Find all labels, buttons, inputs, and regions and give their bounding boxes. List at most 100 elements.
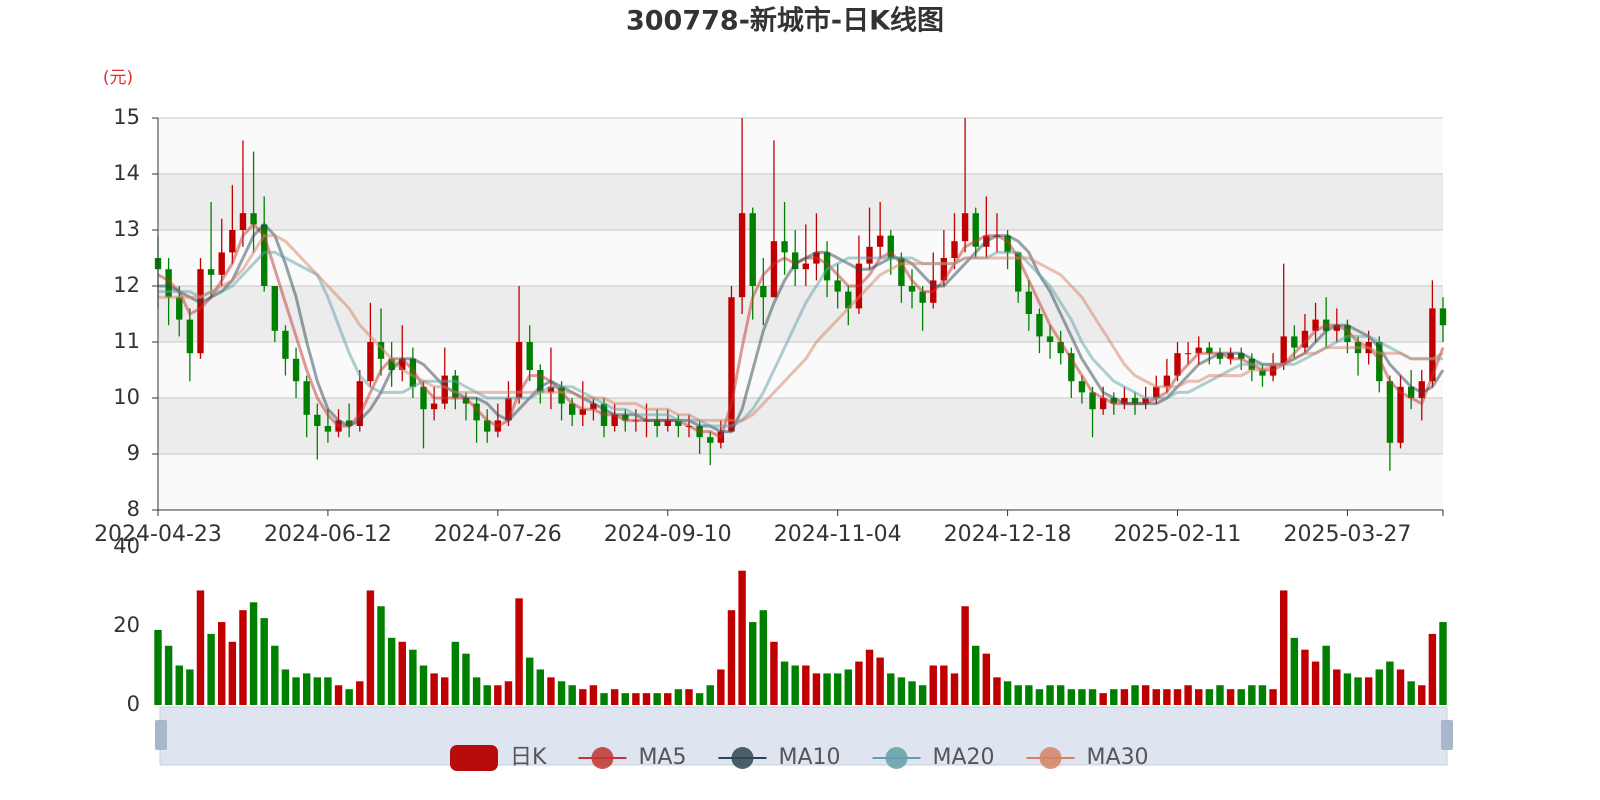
volume-bar xyxy=(780,661,789,705)
data-zoom[interactable] xyxy=(155,706,1453,766)
candle-body xyxy=(675,420,682,426)
volume-bar xyxy=(993,677,1001,705)
volume-bar xyxy=(918,685,927,705)
candle-body xyxy=(526,342,533,370)
legend-icon xyxy=(1039,747,1062,769)
volume-bar xyxy=(727,610,736,705)
candle-body xyxy=(218,252,225,275)
candle-body xyxy=(908,286,916,292)
zoom-window xyxy=(159,706,1448,766)
volume-bar xyxy=(1173,689,1182,705)
candle-body xyxy=(579,409,586,415)
volume-bar xyxy=(1014,685,1022,705)
candle-body xyxy=(452,375,459,398)
volume-bar xyxy=(1226,689,1235,705)
zoom-handle-left[interactable] xyxy=(155,720,167,750)
volume-bar xyxy=(770,641,778,705)
volume-bar xyxy=(1237,689,1245,705)
volume-bar xyxy=(1205,689,1214,705)
candle-body xyxy=(356,381,363,426)
candle-body xyxy=(292,358,300,382)
ma-line xyxy=(158,234,1444,422)
candle-body xyxy=(1078,381,1086,393)
volume-bar xyxy=(462,653,470,705)
volume-bar xyxy=(876,657,884,705)
candle-body xyxy=(1110,398,1117,404)
candle-body xyxy=(484,420,491,432)
volume-bar xyxy=(600,693,608,705)
candle-body xyxy=(537,370,544,393)
volume-bar xyxy=(1248,685,1256,705)
volume-bar xyxy=(1301,649,1309,705)
volume-tick-label: 20 xyxy=(113,613,140,637)
legend-label: MA20 xyxy=(933,745,995,770)
y-tick-label: 11 xyxy=(113,329,140,353)
candle-body xyxy=(1068,353,1075,382)
y-tick-label: 9 xyxy=(127,441,140,465)
volume-bar xyxy=(334,685,343,705)
split-areas xyxy=(158,118,1443,510)
volume-bar xyxy=(419,665,428,705)
volume-bar xyxy=(695,693,704,705)
volume-bar xyxy=(1067,689,1076,705)
candle-body xyxy=(1397,386,1404,443)
candle-body xyxy=(919,291,926,303)
candle-body xyxy=(462,398,470,404)
volume-bar xyxy=(887,673,895,705)
volume-bar xyxy=(1099,693,1107,705)
volume-bar xyxy=(451,641,460,705)
candle-body xyxy=(1301,330,1309,348)
split-area xyxy=(158,454,1443,510)
volume-bar xyxy=(228,641,237,705)
y-tick-label: 8 xyxy=(127,497,140,521)
candle-body xyxy=(324,426,332,432)
volume-bar xyxy=(1322,645,1330,705)
legend-label: MA5 xyxy=(638,745,686,770)
volume-bar xyxy=(865,649,874,705)
legend-icon xyxy=(885,747,908,769)
x-tick-label: 2025-03-27 xyxy=(1283,522,1411,547)
candle-body xyxy=(207,269,215,275)
candle-body xyxy=(823,252,831,281)
candle-body xyxy=(176,297,183,320)
y-tick-label: 14 xyxy=(113,161,140,185)
ma-line xyxy=(158,250,1443,428)
volume-bar xyxy=(1110,689,1118,705)
volume-bar xyxy=(706,685,714,705)
legend-icon xyxy=(731,747,754,769)
volume-bar xyxy=(483,685,491,705)
volume-bar xyxy=(196,590,205,705)
volume-bar xyxy=(738,570,746,705)
volume-bar xyxy=(1428,633,1437,705)
candle-body xyxy=(1291,336,1298,348)
legend-label: MA10 xyxy=(778,745,840,770)
candle-body xyxy=(314,414,321,426)
volume-bar xyxy=(547,677,555,705)
volume-bar xyxy=(823,673,831,705)
candle-body xyxy=(250,213,257,225)
candle-body xyxy=(558,386,565,404)
candle-body xyxy=(1344,325,1351,342)
volume-bar xyxy=(271,645,279,705)
candle-body xyxy=(802,263,809,270)
candle-body xyxy=(547,386,555,393)
volume-bar xyxy=(218,622,226,705)
x-tick-label: 2024-06-12 xyxy=(264,522,392,547)
volume-bar xyxy=(1311,661,1320,705)
candle-body xyxy=(1259,370,1266,376)
volume-bar xyxy=(249,602,258,705)
candle-body xyxy=(1015,252,1022,292)
legend-label: MA30 xyxy=(1087,745,1149,770)
candle-body xyxy=(568,403,576,415)
candle-body xyxy=(229,230,236,253)
zoom-handle-right[interactable] xyxy=(1441,720,1453,750)
volume-bar xyxy=(164,645,173,705)
split-area xyxy=(158,230,1443,286)
candle-body xyxy=(1333,325,1340,331)
candle-body xyxy=(951,241,958,258)
candle-body xyxy=(887,235,894,258)
volume-bar xyxy=(674,689,683,705)
volume-bar xyxy=(515,598,523,705)
volume-bar xyxy=(154,629,162,705)
